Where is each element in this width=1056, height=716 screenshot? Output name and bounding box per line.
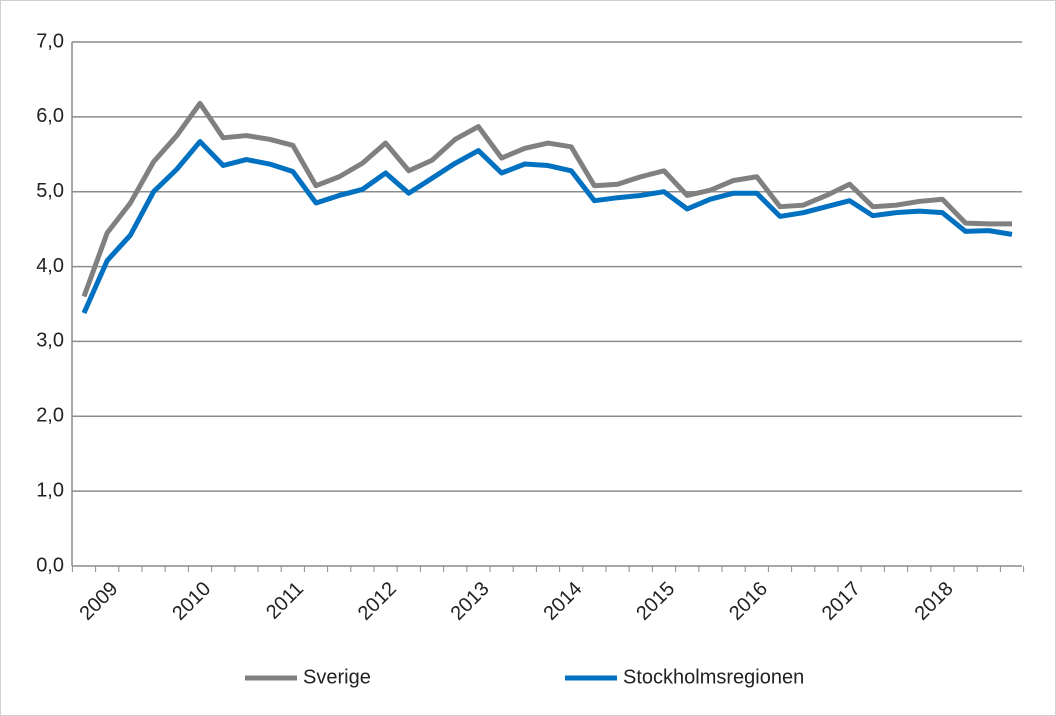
y-tick-label: 7,0	[36, 30, 64, 52]
x-tick-label: 2009	[75, 578, 122, 625]
legend-label: Stockholmsregionen	[623, 666, 804, 688]
line	[81, 139, 1013, 314]
y-tick-label: 5,0	[36, 180, 64, 202]
y-tick-label: 4,0	[36, 255, 64, 277]
x-tick-label: 2010	[168, 578, 215, 625]
x-tick-label: 2012	[354, 578, 401, 625]
line	[81, 100, 1012, 298]
y-tick-label: 2,0	[36, 405, 64, 427]
y-tick-label: 0,0	[36, 554, 64, 576]
x-tick-label: 2011	[262, 578, 308, 624]
x-tick-label: 2017	[818, 578, 865, 625]
y-tick-label: 1,0	[36, 479, 64, 501]
y-tick-label: 3,0	[36, 330, 64, 352]
x-tick-label: 2013	[447, 578, 494, 625]
x-tick-label: 2016	[725, 578, 772, 625]
y-tick-label: 6,0	[36, 105, 64, 127]
x-tick-label: 2018	[911, 578, 958, 625]
x-tick-label: 2014	[539, 578, 586, 625]
x-tick-label: 2015	[632, 578, 679, 625]
legend-label: Sverige	[303, 666, 371, 688]
